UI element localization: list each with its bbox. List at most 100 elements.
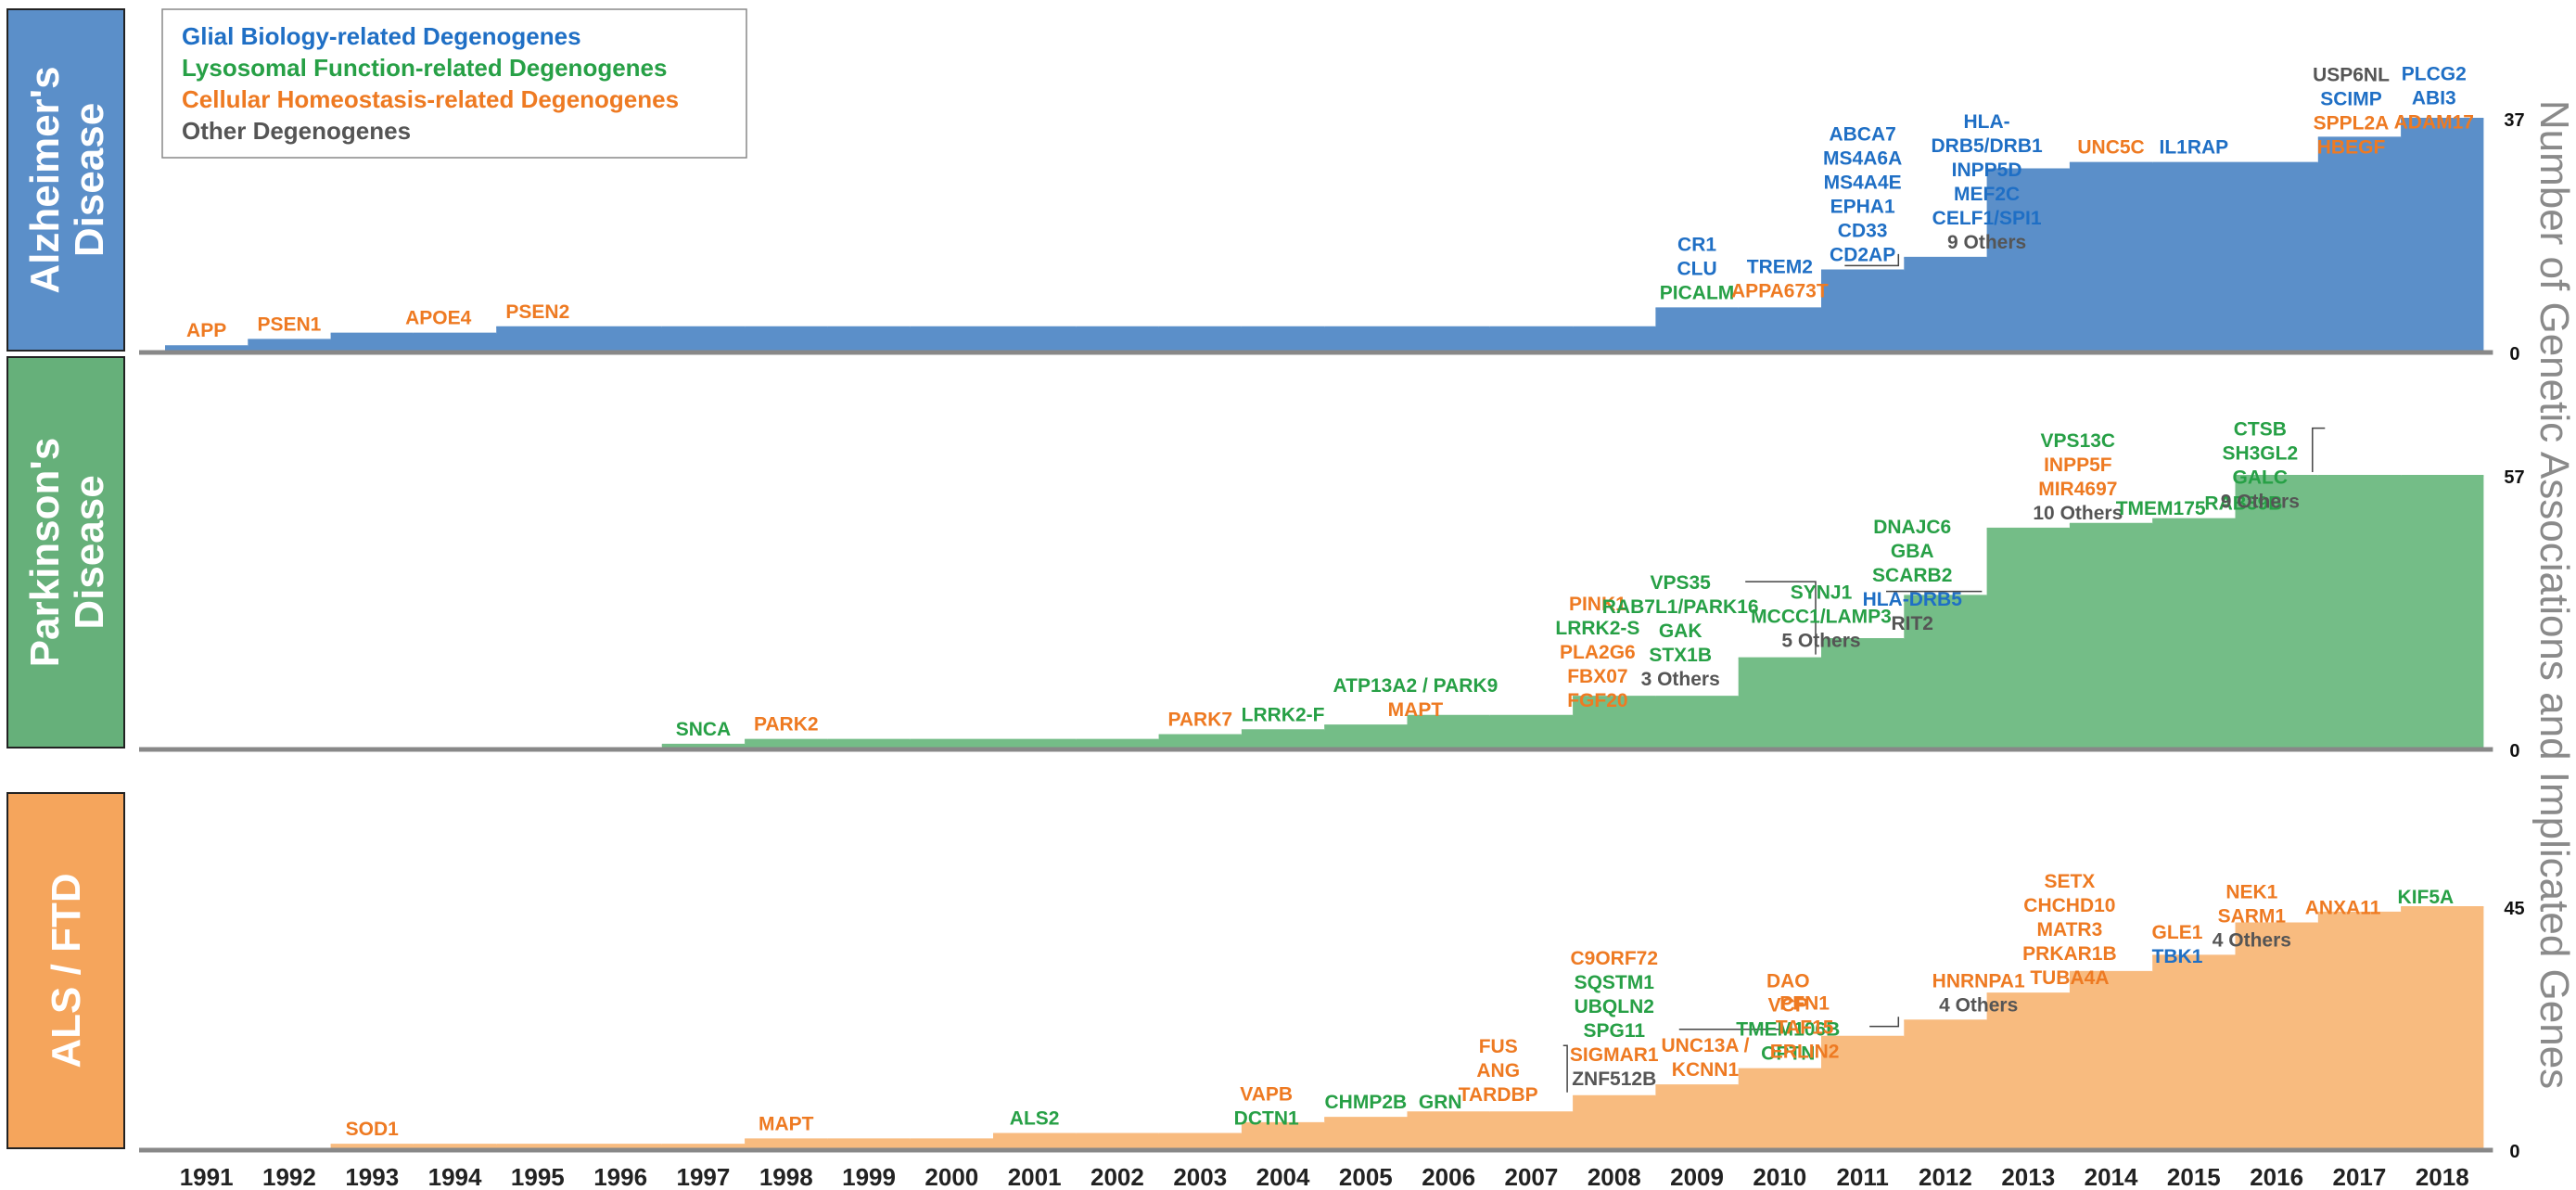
gene-label: SARM1 [2218,905,2287,927]
gene-label: TUBA4A [2030,967,2109,989]
gene-label: MAPT [759,1113,814,1134]
gene-label: LRRK2-S [1555,618,1639,639]
legend-box [161,8,747,159]
gene-label: 4 Others [2213,929,2291,951]
annotation: IL1RAP [2160,137,2229,159]
gene-label: 10 Others [2033,503,2123,524]
gene-label: 3 Others [1641,669,1720,690]
gene-label: DCTN1 [1234,1108,1299,1130]
annotation: UNC5C [2077,137,2144,159]
annotation: RAB39B [2204,493,2282,515]
x-tick-label: 1993 [345,1163,399,1190]
gene-label: 4 Others [1939,994,2018,1016]
gene-label: SNCA [676,719,732,740]
gene-label: ERLIN2 [1770,1042,1840,1063]
gene-label: HNRNPA1 [1932,970,2025,992]
annotation: GLE1 TBK1 [2152,922,2203,967]
leader-line [1869,1017,1900,1028]
x-tick-label: 2007 [1505,1163,1559,1190]
x-tick-label: 2018 [2416,1163,2469,1190]
gene-label: ADAM17 [2394,111,2474,133]
annotation: APP [186,320,226,341]
gene-label: MAPT [1388,699,1444,721]
gene-label: VPS13C [2041,430,2116,452]
x-tick-label: 2003 [1173,1163,1227,1190]
annotation: PARK7 [1167,709,1232,730]
gene-label: ZNF512B [1572,1068,1656,1090]
gene-label: SH3GL2 [2222,443,2298,465]
y-tick-max: 37 [2504,110,2524,131]
annotation: TMEM175 [2116,498,2206,519]
gene-label: VAPB [1240,1084,1293,1106]
gene-label: GBA [1891,541,1934,562]
legend-entry-other: Other Degenogenes [182,117,411,145]
gene-label: EPHA1 [1830,196,1895,217]
gene-label: TARDBP [1459,1084,1538,1106]
gene-label: PLCG2 [2402,63,2467,84]
gene-label: RIT2 [1891,613,1933,634]
annotation: PSEN1 [258,313,322,335]
gene-label: C9ORF72 [1570,948,1658,969]
gene-label: USP6NL [2313,65,2390,86]
gene-label: CR1 [1677,234,1716,255]
step-area [165,476,2484,749]
gene-label: DRB5/DRB1 [1932,135,2044,157]
gene-label: CD33 [1838,220,1888,241]
leader-line [2312,427,2326,472]
x-tick-label: 1998 [759,1163,813,1190]
gene-label: CD2AP [1830,244,1895,265]
gene-label: DAO [1766,971,1810,992]
gene-label: MATR3 [2037,919,2103,940]
gene-label: NEK1 [2225,881,2277,902]
gene-label: ALS2 [1010,1108,1060,1130]
annotation: DNAJC6 GBA SCARB2 HLA-DRB5 RIT2 [1863,517,1963,634]
leader-line [1844,253,1900,267]
gene-label: STX1B [1649,645,1712,666]
gene-label: FBX07 [1567,666,1627,687]
x-tick-label: 1994 [428,1163,482,1190]
gene-label: ABI3 [2412,87,2456,109]
x-tick-label: 2008 [1588,1163,1641,1190]
annotation: CR1 CLU PICALM [1660,234,1735,303]
x-tick-label: 1991 [180,1163,234,1190]
gene-label: FGF20 [1567,690,1627,711]
gene-label: 9 Others [2221,492,2300,513]
panel-label: Alzheimer'sDisease [22,66,112,293]
gene-label: MCCC1/LAMP3 [1751,607,1892,628]
gene-label: GALC [2233,467,2289,489]
annotation: LRRK2-F [1242,704,1325,725]
gene-label: CLU [1677,258,1716,279]
annotation: CHMP2B [1325,1092,1408,1113]
annotation: PSEN2 [505,301,569,323]
x-tick-label: 1997 [677,1163,731,1190]
gene-label: ANXA11 [2305,897,2381,918]
x-axis-tick-labels: 1991 1992 1993 1994 1995 1996 1997 1998 1999 2000… [180,1163,2469,1190]
leader-line [1678,1029,1784,1033]
gene-label: PRKAR1B [2022,943,2117,965]
x-tick-label: 2015 [2167,1163,2221,1190]
annotation: ALS2 [1010,1108,1060,1130]
annotation: FUS ANG TARDBP [1459,1036,1568,1106]
x-tick-label: 2005 [1339,1163,1393,1190]
step-area [165,907,2484,1150]
legend: Glial Biology-related Degenogenes Lysosom… [161,8,747,159]
gene-label: SPG11 [1583,1020,1645,1042]
y-tick-max: 45 [2504,899,2524,919]
gene-label: SOD1 [346,1119,400,1140]
annotation: PARK2 [754,714,819,736]
gene-label: HLA-DRB5 [1863,589,1963,610]
annotation: UNC13A / KCNN1 [1662,1035,1750,1081]
annotation: PINK1 LRRK2-S PLA2G6 FBX07 FGF20 [1555,594,1639,711]
